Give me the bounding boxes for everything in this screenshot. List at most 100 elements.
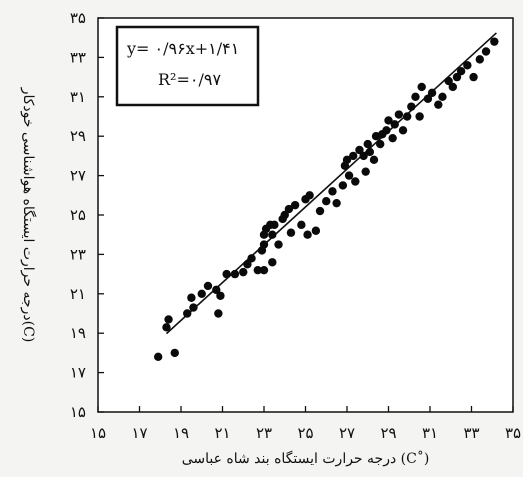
data-point <box>398 126 408 135</box>
data-point <box>423 94 433 103</box>
data-point <box>280 210 289 220</box>
data-point <box>284 204 294 214</box>
data-point <box>162 323 171 332</box>
data-point <box>382 126 391 135</box>
r-squared-label: R²=۰/۹۷ <box>158 70 221 89</box>
data-point <box>239 267 248 277</box>
data-point <box>417 82 426 92</box>
data-point <box>365 147 375 157</box>
data-point <box>338 181 348 190</box>
data-point <box>415 112 424 121</box>
data-point <box>384 116 393 125</box>
trendline-layer <box>165 32 497 335</box>
data-point <box>230 269 240 279</box>
data-point <box>434 100 443 109</box>
data-point <box>222 269 231 279</box>
data-point <box>270 220 279 230</box>
data-point <box>189 303 198 312</box>
data-point <box>448 82 458 92</box>
data-point <box>315 206 325 216</box>
data-point <box>187 293 196 302</box>
regression-equation: y= ۰/۹۶x+۱/۴۱ <box>126 39 239 58</box>
data-point <box>452 72 462 82</box>
data-point <box>253 265 262 275</box>
x-tick-label: ۲۱ <box>214 424 230 442</box>
data-point <box>342 155 352 165</box>
y-tick-label: ۳۳ <box>70 48 86 66</box>
data-point <box>212 285 221 295</box>
data-point <box>355 145 364 155</box>
y-tick-label: ۱۹ <box>70 324 86 342</box>
data-point <box>216 291 225 300</box>
data-point <box>247 254 256 263</box>
data-point <box>286 228 296 237</box>
data-point <box>351 177 360 186</box>
data-point <box>444 76 453 86</box>
data-point <box>456 66 466 76</box>
y-axis-title: درجه حرارت ایستگاه هواشناسی خودکار(C) <box>20 87 37 343</box>
data-point <box>297 220 306 230</box>
y-tick-label: ۱۵ <box>70 403 86 421</box>
data-point <box>490 37 499 46</box>
data-point <box>311 226 321 235</box>
data-point <box>153 352 163 362</box>
data-point <box>290 200 300 210</box>
data-point <box>197 289 206 298</box>
data-point <box>259 240 269 249</box>
data-point <box>328 187 337 196</box>
data-point <box>305 191 314 200</box>
y-tick-label: ۳۱ <box>70 88 86 106</box>
data-point <box>332 198 341 208</box>
data-point <box>390 120 399 129</box>
data-point <box>214 309 223 318</box>
data-point <box>469 72 478 82</box>
data-point <box>376 139 385 149</box>
y-tick-label: ۲۷ <box>70 167 86 185</box>
data-point <box>349 151 358 161</box>
data-point <box>394 110 404 119</box>
y-tick-label: ۳۵ <box>70 9 86 27</box>
data-point <box>402 112 412 121</box>
data-point <box>268 258 277 267</box>
equation-box <box>115 25 260 107</box>
data-point <box>268 230 277 239</box>
data-point <box>481 47 491 56</box>
data-point <box>438 92 447 102</box>
x-axis-title: درجه حرارت ایستگاه بند شاه عباسی (C˚) <box>182 450 430 467</box>
y-tick-label: ۲۹ <box>70 127 86 145</box>
x-tick-label: ۳۳ <box>463 424 479 442</box>
x-tick-label: ۲۷ <box>339 424 355 442</box>
x-tick-label: ۱۵ <box>90 424 106 442</box>
trendline <box>165 32 497 335</box>
data-point <box>170 348 179 358</box>
x-tick-label: ۱۹ <box>173 424 189 442</box>
data-point <box>369 155 379 165</box>
data-point <box>344 171 354 180</box>
data-point <box>303 230 312 239</box>
data-point <box>427 88 437 98</box>
y-tick-label: ۲۳ <box>70 245 86 263</box>
y-axis: ۱۵ ۱۷ ۱۹ ۲۱ ۲۳ ۲۵ ۲۷ ۲۹ ۳۱ ۳۳ ۳۵ <box>70 9 104 421</box>
x-axis: ۱۵ ۱۷ ۱۹ ۲۱ ۲۳ ۲۵ ۲۷ ۲۹ ۳۱ ۳۳ ۳۵ <box>90 406 521 442</box>
x-tick-label: ۲۳ <box>256 424 272 442</box>
data-point <box>274 240 283 249</box>
x-tick-label: ۲۹ <box>380 424 396 442</box>
data-point <box>411 92 420 102</box>
data-point <box>243 260 252 269</box>
x-tick-label: ۱۷ <box>131 424 147 442</box>
data-point <box>388 133 397 143</box>
data-point <box>259 265 269 275</box>
data-point <box>203 281 213 291</box>
data-point <box>463 61 472 70</box>
y-tick-label: ۲۵ <box>70 206 86 224</box>
x-tick-label: ۲۵ <box>297 424 313 442</box>
data-point <box>475 55 484 64</box>
data-point <box>164 315 173 324</box>
data-point <box>363 139 372 149</box>
data-point <box>359 151 368 161</box>
y-tick-label: ۲۱ <box>70 285 86 303</box>
x-tick-label: ۳۵ <box>505 424 521 442</box>
data-point <box>407 102 416 111</box>
